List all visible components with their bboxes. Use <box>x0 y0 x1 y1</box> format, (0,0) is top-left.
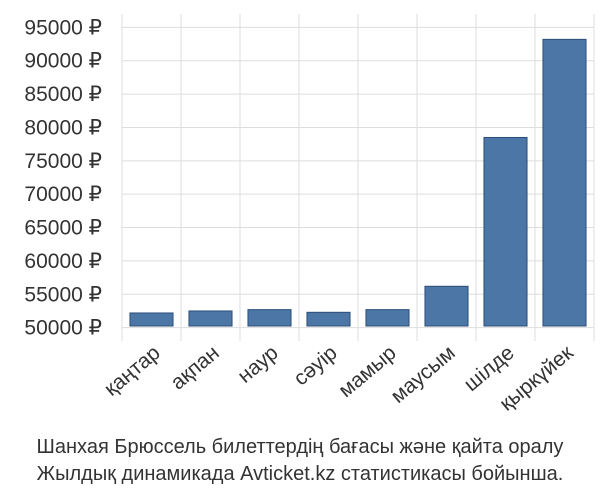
bar-7 <box>483 136 528 327</box>
x-tick-label: ақпан <box>166 341 223 394</box>
bar-3 <box>247 309 292 327</box>
bar-5 <box>365 309 410 327</box>
grid <box>121 14 595 341</box>
bar-8 <box>542 38 587 327</box>
x-tick-label: сәуір <box>289 341 341 390</box>
x-tick-label: қаңтар <box>100 341 165 401</box>
y-tick-label: 80000 ₽ <box>24 116 102 139</box>
y-tick-label: 60000 ₽ <box>24 250 102 273</box>
bar-1 <box>129 312 174 327</box>
y-tick-label: 90000 ₽ <box>24 50 102 73</box>
y-tick-label: 85000 ₽ <box>24 83 102 106</box>
bar-4 <box>306 311 351 327</box>
y-tick-label: 75000 ₽ <box>24 150 102 173</box>
y-tick-label: 95000 ₽ <box>24 16 102 39</box>
caption-line-2: Жылдық динамикада Avticket.kz статистика… <box>36 463 564 485</box>
x-tick-label: наур <box>233 341 282 388</box>
y-tick-label: 50000 ₽ <box>24 317 102 340</box>
y-axis-ticks: 50000 ₽ 55000 ₽ 60000 ₽ 65000 ₽ 70000 ₽ 75000… <box>24 16 102 339</box>
y-tick-label: 55000 ₽ <box>24 283 102 306</box>
bars <box>129 38 587 327</box>
bar-2 <box>188 310 233 327</box>
y-tick-label: 70000 ₽ <box>24 183 102 206</box>
bar-6 <box>424 285 469 327</box>
y-tick-label: 65000 ₽ <box>24 217 102 240</box>
caption-line-1: Шанхая Брюссель билеттердің бағасы және … <box>36 436 564 458</box>
x-tick-label: маусым <box>387 341 460 408</box>
